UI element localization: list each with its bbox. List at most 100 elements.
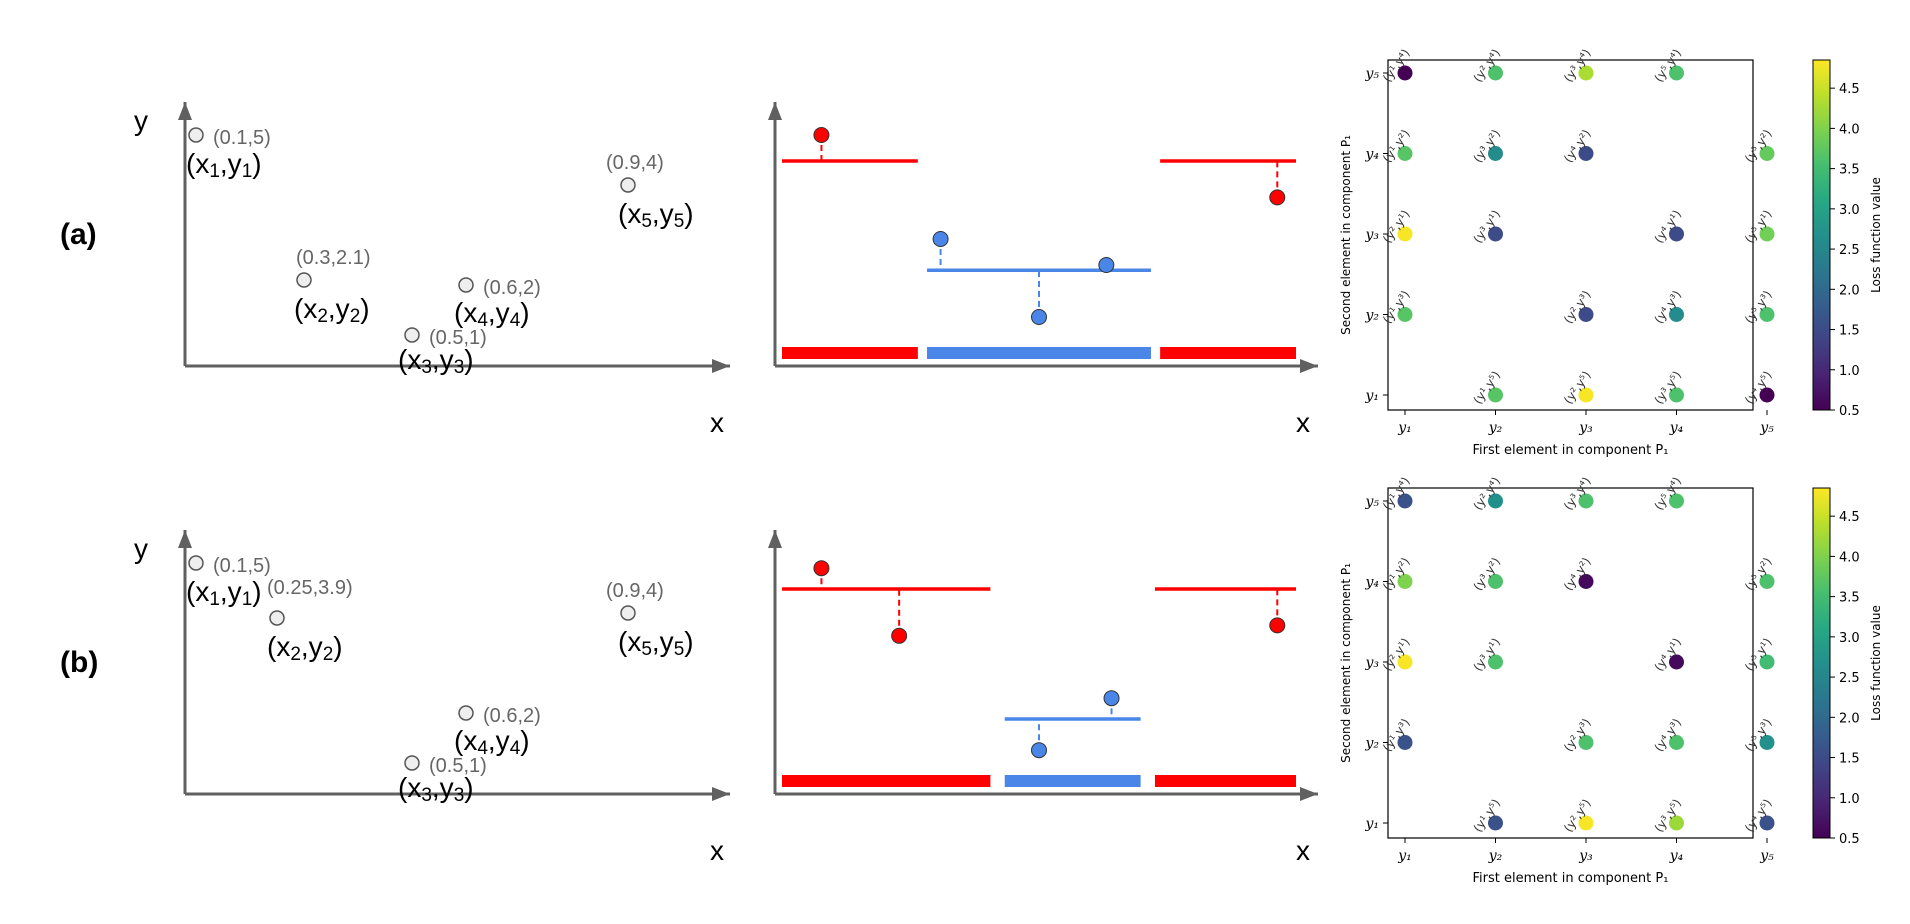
panel-b-partition-bar — [1154, 775, 1296, 787]
panel-a-colorbar — [1812, 59, 1831, 411]
panel-a-fit-x-axis-head — [1300, 359, 1318, 373]
panel-a-fit-point — [1031, 309, 1047, 325]
panel-b-loss-point — [1759, 654, 1775, 670]
panel-a-colorbar-tick-label: 4.5 — [1839, 82, 1860, 97]
panel-b-loss-point — [1397, 735, 1413, 750]
panel-a-point-name: (x1,y1) — [186, 148, 262, 182]
panel-b-colorbar-tick-label: 0.5 — [1839, 832, 1860, 847]
panel-a-fit-point — [813, 127, 830, 143]
panel-a-fit-point — [1098, 257, 1115, 273]
panel-b-fit-point — [891, 627, 908, 644]
panel-a-fit: x — [768, 102, 1318, 438]
panel-a-scatter-point — [458, 277, 474, 293]
panel-a-fit-y-axis-head — [768, 102, 782, 120]
panel-a-ytick-label: y₄ — [1364, 147, 1379, 163]
panel-b-fit-point — [1269, 617, 1286, 634]
panel-b-point-name: (x3,y3) — [398, 772, 474, 806]
panel-b-scatter-x-axis-head — [712, 787, 730, 801]
panel-b-fit-x-label: x — [1296, 835, 1310, 866]
panel-b-heatmap-xlabel: First element in component P₁ — [1473, 871, 1669, 886]
panel-b-loss-point — [1578, 574, 1594, 589]
panel-b-scatter-y-axis-head — [178, 530, 192, 548]
panel-b-partition-bar — [782, 775, 991, 787]
panel-a-fit-x-label: x — [1296, 407, 1310, 438]
panel-b-scatter-x-label: x — [710, 835, 724, 866]
panel-b-fit-point — [813, 560, 830, 577]
panel-a-loss-point — [1397, 146, 1413, 161]
panel-a-ytick-label: y₁ — [1364, 388, 1379, 404]
panel-b-scatter-point — [269, 610, 285, 626]
panel-a-loss-point — [1578, 146, 1594, 161]
panel-b-xtick-label: y₅ — [1759, 848, 1774, 864]
panel-a-partition-bar — [782, 347, 918, 359]
panel-b-partition-bar — [1004, 775, 1141, 787]
panel-a-xtick-label: y₄ — [1669, 420, 1684, 436]
panel-b-fit-x-axis-head — [1300, 787, 1318, 801]
panel-a-heatmap-xlabel: First element in component P₁ — [1473, 443, 1669, 458]
panel-a-fit-x-axis — [775, 359, 1318, 373]
panel-a-loss-point — [1669, 226, 1684, 242]
panel-a-colorbar-tick-label: 4.0 — [1839, 122, 1860, 137]
panel-a-scatter-y-axis — [178, 102, 192, 366]
panel-b-loss-point — [1397, 574, 1413, 589]
panel-a-colorbar-tick-label: 1.5 — [1839, 324, 1860, 339]
panel-a-xtick-label: y₅ — [1759, 420, 1774, 436]
panel-b-point-name: (x1,y1) — [186, 576, 262, 610]
panel-a-scatter-y-label: y — [134, 105, 148, 136]
panel-a-point-name: (x4,y4) — [454, 297, 530, 331]
panel-a-fit-y-axis — [768, 102, 782, 366]
panel-a-point-name: (x5,y5) — [618, 198, 694, 232]
panel-b-loss-point — [1578, 493, 1594, 509]
panel-b-loss-point — [1397, 654, 1413, 670]
panel-b-fit: x — [768, 530, 1318, 866]
panel-a-label: (a) — [60, 218, 97, 251]
panel-b-xtick-label: y₁ — [1397, 848, 1412, 864]
panel-b-loss-point — [1759, 815, 1775, 831]
panel-a-loss-point — [1759, 226, 1775, 242]
panel-a-loss-point — [1759, 146, 1775, 161]
panel-b-heatmap: y₁ y₂ y₃ y₄ y₅ y₁ y₂ y₃ y₄ y₅ First element in com… — [1339, 474, 1883, 886]
panel-b-loss-point — [1669, 735, 1684, 750]
panel-a-loss-point — [1669, 387, 1684, 403]
panel-b-fit-y-axis-head — [768, 530, 782, 548]
panel-a-point-name: (x3,y3) — [398, 344, 474, 378]
panel-a-colorbar-tick-label: 3.0 — [1839, 203, 1860, 218]
panel-b-colorbar-tick-label: 1.5 — [1839, 752, 1860, 767]
panel-a-scatter-x-label: x — [710, 407, 724, 438]
panel-b-colorbar-tick-label: 1.0 — [1839, 792, 1860, 807]
panel-a-partition-bar — [1160, 347, 1296, 359]
panel-a-loss-point — [1488, 387, 1503, 403]
panel-a-colorbar-tick-label: 0.5 — [1839, 404, 1860, 419]
panel-b-colorbar-tick-label: 4.0 — [1839, 550, 1860, 565]
panel-a-loss-point — [1759, 307, 1775, 322]
panel-b-colorbar-tick-label: 4.5 — [1839, 510, 1860, 525]
panel-b-ytick-label: y₂ — [1364, 736, 1379, 752]
panel-b-loss-point — [1669, 654, 1684, 670]
panel-b-loss-point — [1578, 735, 1594, 750]
panel-a-loss-point — [1669, 65, 1684, 81]
panel-a-xtick-label: y₁ — [1397, 420, 1412, 436]
panel-b-label: (b) — [60, 646, 99, 679]
panel-a-xtick-label: y₂ — [1488, 420, 1503, 436]
panel-b-colorbar-tick-label: 2.5 — [1839, 671, 1860, 686]
panel-b-scatter-point — [458, 705, 474, 721]
panel-a-ytick-label: y₅ — [1364, 66, 1379, 82]
panel-a-loss-point — [1397, 307, 1413, 322]
panel-b-loss-point — [1669, 493, 1684, 509]
panel-b-loss-point — [1669, 815, 1684, 831]
panel-a-loss-point — [1759, 387, 1775, 403]
panel-a-colorbar-tick-label: 3.5 — [1839, 163, 1860, 178]
panel-a-ytick-label: y₃ — [1364, 227, 1379, 243]
panel-b-loss-point — [1397, 493, 1413, 509]
panel-a-heatmap: y₁ y₂ y₃ y₄ y₅ y₁ y₂ y₃ y₄ y₅ First element in com… — [1339, 46, 1883, 458]
panel-b-ytick-label: y₁ — [1364, 816, 1379, 832]
panel-a-fit-point — [932, 231, 949, 247]
panel-b-colorbar — [1812, 487, 1831, 839]
panel-a-coord-label: (0.5,1) — [429, 327, 487, 349]
panel-b-colorbar-tick-label: 3.0 — [1839, 631, 1860, 646]
panel-a-heatmap-ylabel: Second element in component P₁ — [1339, 135, 1353, 335]
panel-a-colorbar-tick-label: 2.5 — [1839, 243, 1860, 258]
panel-a-scatter: yx(0.1,5)(x1,y1)(0.3,2.1)(x2,y2)(0.5,1)(… — [134, 102, 730, 438]
panel-b-scatter-y-axis — [178, 530, 192, 794]
